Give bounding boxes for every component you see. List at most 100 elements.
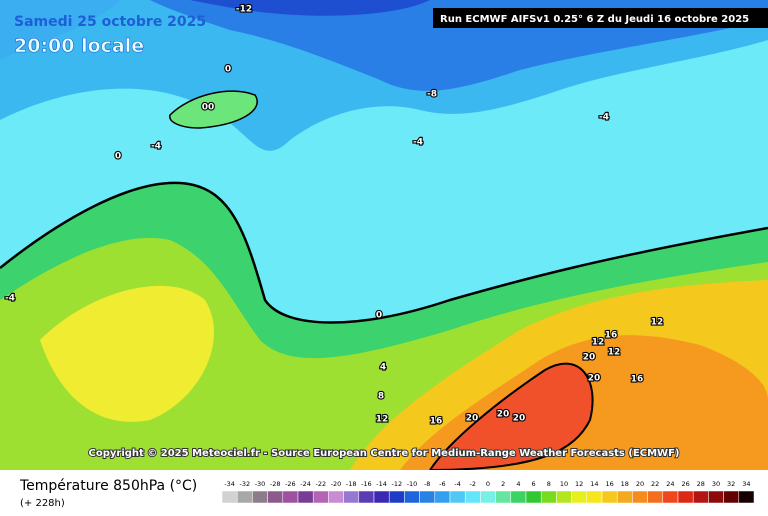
contour-label: 12 [376,415,389,425]
twenty-contour [429,362,594,471]
legend-swatch [464,490,481,504]
legend-swatch [540,490,557,504]
contour-label: 12 [608,348,621,358]
run-box [433,8,768,28]
legend-label: -30 [255,480,266,488]
legend-swatch [708,490,724,504]
legend-swatch [586,490,603,504]
legend-swatch [601,490,618,504]
contour-label: 16 [631,375,644,385]
contour-label: -4 [151,142,161,152]
legend-swatch [556,490,572,504]
legend-label: 4 [516,480,520,488]
hottest-region [430,363,593,470]
legend-swatch [692,490,709,504]
date: Samedi 25 octobre 2025 [14,14,206,30]
legend-swatch [267,490,284,504]
legend-swatch [480,490,496,504]
legend-swatch [236,490,253,504]
legend-swatch [662,490,679,504]
contour-label: 4 [380,363,386,373]
contour-label: -8 [427,90,437,100]
contour-label: 20 [583,353,596,363]
legend-swatch [495,490,512,504]
legend-swatch [738,490,755,504]
legend-swatch [312,490,329,504]
legend-label: 2 [501,480,505,488]
legend-swatch [647,490,664,504]
legend-label: 32 [727,480,735,488]
legend-label: -26 [285,480,296,488]
legend-swatch [510,490,527,504]
legend-label: 12 [575,480,583,488]
contour-label: 16 [605,331,618,341]
legend-label: 14 [590,480,598,488]
contour-label: 0 [225,65,231,75]
time: 20:00 locale [14,35,144,57]
legend-label: 6 [532,480,536,488]
legend-swatch [343,490,360,504]
legend-label: -20 [331,480,342,488]
legend-swatch [632,490,648,504]
legend: -34 -32 -30 -28 -26 -24 -22 -20 -18 -16 -14 -12 -10-… [221,480,755,504]
legend-swatch [297,490,314,504]
contour-label: 20 [513,414,526,424]
legend-swatch [449,490,466,504]
legend-swatch [388,490,405,504]
legend-swatch [373,490,390,504]
legend-swatch [616,490,633,504]
legend-label: -12 [391,480,402,488]
legend-label: -18 [346,480,357,488]
footer-subtitle: (+ 228h) [20,498,65,509]
legend-swatch [221,490,238,504]
legend-label: 20 [636,480,644,488]
contour-label: 20 [588,374,601,384]
legend-label: 22 [651,480,659,488]
legend-label: -2 [470,480,476,488]
legend-label: -22 [315,480,326,488]
contour-label: 8 [378,392,384,402]
legend-swatch [434,490,451,504]
contour-label: -4 [5,294,15,304]
legend-swatch [677,490,694,504]
legend-label: 28 [697,480,705,488]
legend-label: 0 [486,480,490,488]
contour-label: -12 [236,5,252,15]
contour-label: -4 [413,138,423,148]
legend-label: -14 [376,480,387,488]
legend-label: 16 [605,480,613,488]
legend-label: -16 [361,480,372,488]
legend-label: -10 [407,480,418,488]
contour-label: 0 [115,152,121,162]
contour-label: 16 [430,417,443,427]
coldest-region [190,0,430,16]
contour-label: 00 [202,103,215,113]
legend-label: -24 [300,480,311,488]
legend-swatch [404,490,420,504]
legend-label: 18 [621,480,629,488]
legend-swatch [723,490,740,504]
contour-label: 0 [376,311,382,321]
legend-label: 24 [666,480,674,488]
legend-label: -4 [454,480,460,488]
legend-label: -8 [424,480,430,488]
legend-label: 8 [547,480,551,488]
legend-swatch [282,490,299,504]
legend-label: -28 [270,480,281,488]
legend-swatch [328,490,344,504]
contour-label: 20 [497,410,510,420]
copyright: Copyright © 2025 Meteociel.fr - Source E… [89,448,680,459]
legend-swatch [525,490,542,504]
legend-label: -6 [439,480,445,488]
legend-swatch [419,490,436,504]
warm-blob-west [40,285,214,422]
legend-label: 34 [742,480,750,488]
legend-label: 10 [560,480,568,488]
legend-label: -32 [239,480,250,488]
iceland-contour [169,90,258,129]
contour-label: -4 [599,113,609,123]
legend-swatch [252,490,268,504]
